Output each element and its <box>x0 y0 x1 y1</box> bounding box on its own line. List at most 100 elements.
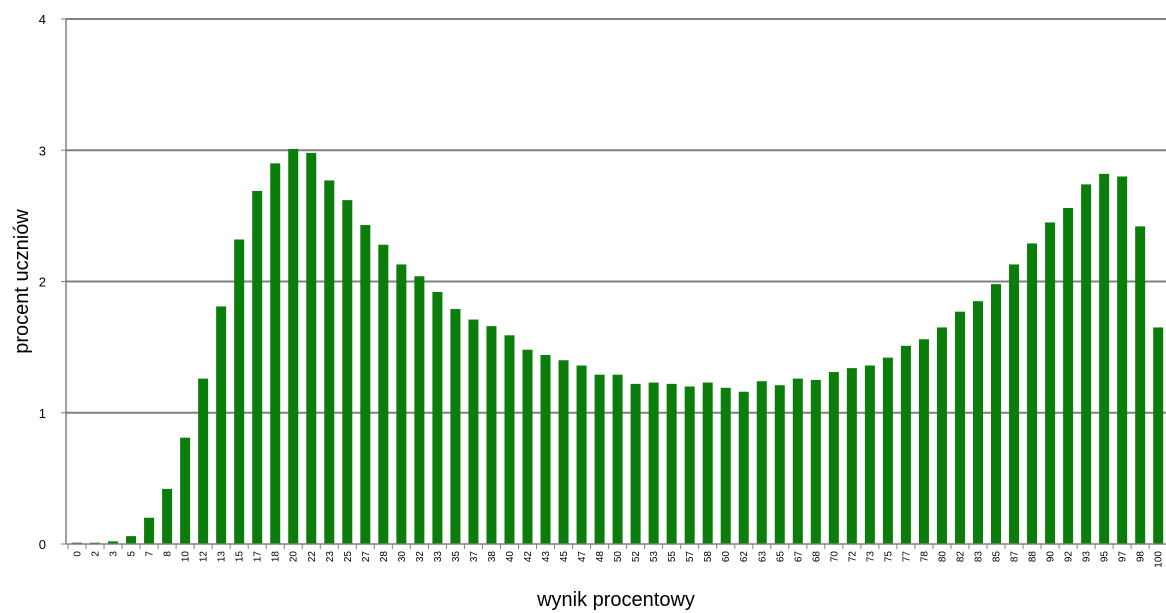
bar <box>576 365 587 544</box>
x-tick-label: 42 <box>523 551 534 563</box>
bar <box>973 301 983 544</box>
x-tick-label: 63 <box>757 551 768 563</box>
x-tick-label: 77 <box>901 551 912 563</box>
x-tick-label: 93 <box>1082 551 1093 563</box>
x-tick-label: 35 <box>451 551 462 563</box>
x-tick-label: 27 <box>361 551 372 563</box>
x-tick-label: 15 <box>235 551 246 563</box>
bar <box>252 190 263 544</box>
bar <box>378 244 389 544</box>
bar <box>1045 222 1056 544</box>
bar <box>792 378 803 544</box>
x-tick-label: 32 <box>415 551 426 563</box>
x-tick-label: 60 <box>721 551 732 563</box>
bar <box>846 368 857 544</box>
x-tick-label: 67 <box>793 551 804 563</box>
bar <box>144 517 155 544</box>
x-tick-label: 7 <box>145 551 156 557</box>
bar <box>684 386 695 544</box>
bar <box>306 152 317 544</box>
x-tick-label: 70 <box>829 551 840 563</box>
x-tick-label: 25 <box>343 551 354 563</box>
x-tick-label: 3 <box>109 551 120 557</box>
bar <box>522 349 533 544</box>
bar <box>828 372 839 544</box>
x-tick-label: 45 <box>559 551 570 563</box>
x-tick-label: 38 <box>487 551 498 563</box>
bar <box>1081 184 1092 544</box>
bar <box>504 335 515 544</box>
bar <box>342 200 353 544</box>
bar <box>630 383 641 544</box>
y-tick-label: 1 <box>39 406 46 421</box>
bar <box>360 225 371 544</box>
bar <box>1153 327 1164 544</box>
bar <box>918 339 929 544</box>
x-tick-label: 55 <box>667 551 678 563</box>
bar <box>954 311 965 544</box>
x-tick-label: 87 <box>1010 551 1021 563</box>
bar <box>396 264 407 544</box>
x-tick-label: 78 <box>919 551 930 563</box>
x-tick-label: 50 <box>613 551 624 563</box>
bar <box>882 357 893 544</box>
bar <box>864 365 875 544</box>
x-tick-label: 40 <box>505 551 516 563</box>
bar <box>126 536 137 544</box>
bar-series <box>72 148 1164 544</box>
x-tick-label: 10 <box>181 551 192 563</box>
x-tick-label: 0 <box>73 551 84 557</box>
bar <box>234 239 245 544</box>
bar <box>540 355 551 544</box>
x-tick-label: 33 <box>433 551 444 563</box>
bar <box>594 374 605 544</box>
bar <box>558 360 569 544</box>
x-tick-label: 47 <box>577 551 588 563</box>
bar <box>1135 226 1146 544</box>
x-tick-label: 5 <box>127 551 138 557</box>
bar <box>702 382 713 544</box>
x-tick-label: 100 <box>1154 551 1165 568</box>
bar <box>270 163 281 544</box>
x-tick-label: 98 <box>1136 551 1147 563</box>
x-axis-label: wynik procentowy <box>536 589 695 611</box>
bar <box>288 148 299 544</box>
x-tick-label: 20 <box>289 551 300 563</box>
bar <box>648 382 659 544</box>
bar <box>216 306 227 544</box>
bar <box>180 437 191 544</box>
x-tick-label: 68 <box>811 551 822 563</box>
bar <box>612 374 623 544</box>
y-tick-labels: 0 1 2 3 4 <box>39 12 46 552</box>
x-tick-label: 75 <box>883 551 894 563</box>
x-tick-label: 58 <box>703 551 714 563</box>
axes <box>65 19 1166 549</box>
bar <box>1117 176 1128 544</box>
x-tick-label: 62 <box>739 551 750 563</box>
y-tick-label: 3 <box>39 143 46 158</box>
bar <box>1063 208 1074 544</box>
y-axis-label: procent uczniów <box>11 209 33 354</box>
x-tick-label: 65 <box>775 551 786 563</box>
x-tick-label: 57 <box>685 551 696 563</box>
bar <box>414 276 425 544</box>
x-tick-label: 95 <box>1100 551 1111 563</box>
x-tick-label: 43 <box>541 551 552 563</box>
x-tick-label: 88 <box>1028 551 1039 563</box>
bar <box>1009 264 1020 544</box>
x-tick-label: 80 <box>937 551 948 563</box>
bar <box>991 284 1002 544</box>
bar <box>450 309 461 544</box>
x-tick-label: 23 <box>325 551 336 563</box>
x-tick-label: 53 <box>649 551 660 563</box>
x-tick-label: 13 <box>217 551 228 563</box>
bar <box>666 383 677 544</box>
bar <box>738 391 749 544</box>
bar <box>486 326 497 544</box>
bar <box>1027 243 1038 544</box>
bar <box>432 292 443 544</box>
x-tick-label: 22 <box>307 551 318 563</box>
bar <box>900 345 911 544</box>
